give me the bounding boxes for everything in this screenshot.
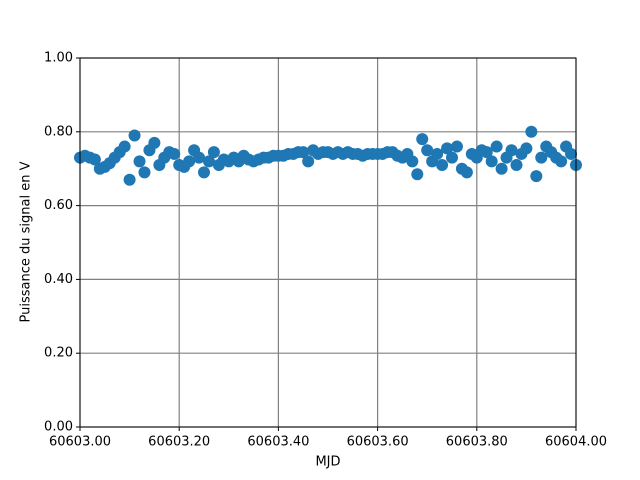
point [193,151,206,164]
point [485,155,498,168]
y-tick-label: 0.40 [44,272,73,287]
point [297,146,310,159]
point [207,146,220,159]
point [495,162,508,175]
point [183,155,196,168]
point [555,155,568,168]
point [138,166,151,179]
point [535,151,548,164]
y-tick-label: 1.00 [44,51,73,66]
x-tick-label: 60603.00 [49,435,111,450]
point [510,159,523,172]
y-tick-label: 0.80 [44,124,73,139]
x-tick-label: 60603.20 [148,435,210,450]
point [416,133,429,146]
point [431,147,444,160]
x-tick-label: 60603.60 [347,435,409,450]
y-axis-label: Puissance du signal en V [19,161,34,322]
point [88,153,101,166]
point [128,129,141,142]
y-tick-label: 0.00 [44,420,73,435]
y-tick-label: 0.60 [44,198,73,213]
point [450,140,463,153]
plot-frame [79,57,577,428]
point [202,155,215,168]
point [198,166,210,179]
x-tick-label: 60603.80 [446,435,508,450]
point [411,168,424,181]
point [460,166,473,179]
point [525,125,538,138]
x-tick-label: 60603.40 [247,435,309,450]
point [480,146,493,159]
point [406,155,419,168]
point [302,155,315,168]
point [490,140,503,153]
point [565,147,578,160]
y-tick-label: 0.20 [44,346,73,361]
point [168,147,181,160]
point [123,173,136,186]
point [446,151,458,164]
point [441,142,454,155]
point [520,142,533,155]
point [133,155,146,168]
point [505,144,518,157]
point [118,140,131,153]
x-tick-label: 60604.00 [545,435,607,450]
point [148,136,161,149]
point [530,170,543,183]
point [436,159,449,172]
x-axis-label: MJD [315,455,340,470]
point [421,144,434,157]
